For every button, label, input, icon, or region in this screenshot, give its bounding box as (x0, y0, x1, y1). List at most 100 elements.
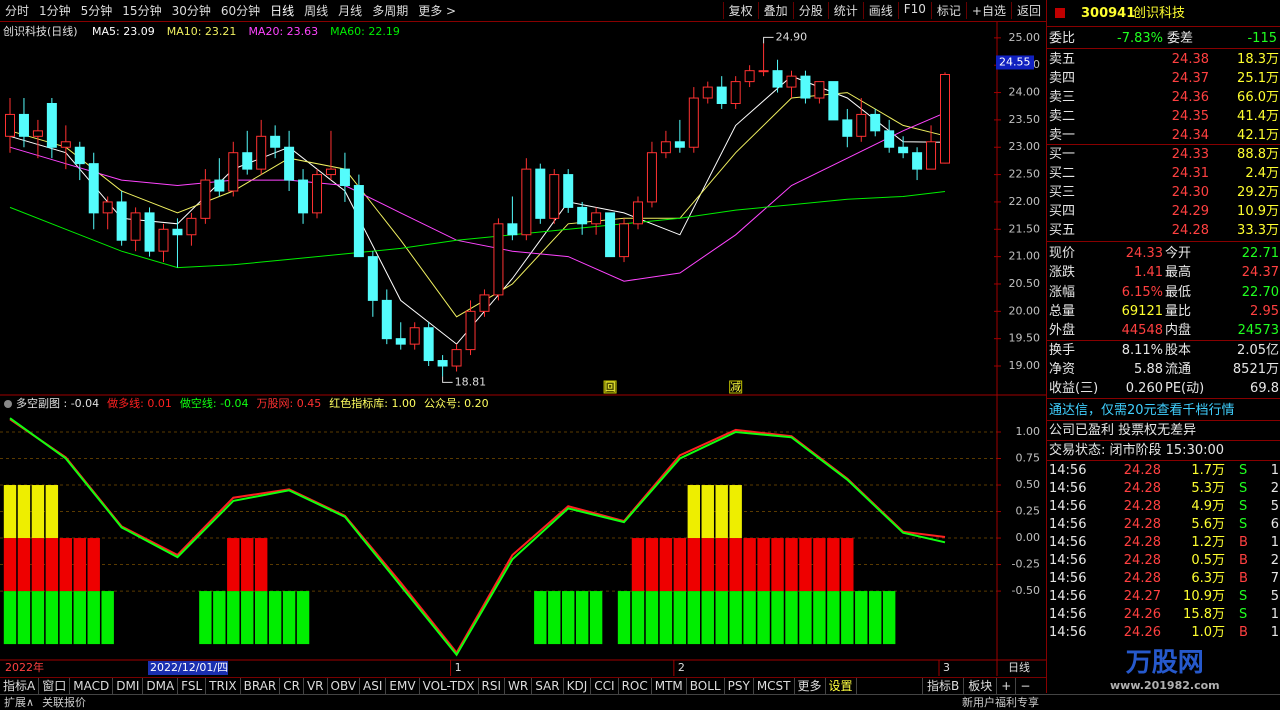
candle-body (200, 179, 211, 219)
indicator-tabs: 指标A 窗口 MACD DMI DMA FSL TRIX BRAR CR VR OBV ASI EMV V… (0, 677, 1046, 694)
indicator-tab[interactable]: + (996, 678, 1015, 694)
indicator-tab[interactable]: ASI (360, 678, 387, 694)
indicator-tab[interactable]: EMV (386, 678, 420, 694)
candle-body (507, 223, 518, 236)
signal-block (45, 591, 59, 645)
indicator-tab[interactable]: FSL (178, 678, 207, 694)
status-item[interactable]: 关联报价 (42, 696, 87, 709)
trade-volume: 6.3万 (1191, 571, 1225, 586)
indicator-tab[interactable]: BRAR (241, 678, 281, 694)
period-tab[interactable]: 分时 (5, 4, 30, 18)
indicator-tab[interactable]: CR (280, 678, 304, 694)
period-tab[interactable]: 1分钟 (39, 4, 71, 18)
candle-body (577, 206, 588, 225)
toolbar-button[interactable]: 统计 (827, 2, 863, 19)
y-tick-label: 20.50 (1009, 277, 1041, 290)
book-label: 卖四 (1049, 71, 1076, 86)
period-tab[interactable]: 月线 (338, 4, 363, 18)
annotation-arrow (763, 36, 774, 44)
toolbar-button[interactable]: 返回 (1010, 2, 1046, 19)
indicator-tab[interactable]: MTM (652, 678, 687, 694)
ratio-row: 委比 -7.83% 委差 -115 (1047, 29, 1280, 48)
indicator-tab[interactable]: OBV (328, 678, 361, 694)
status-promo[interactable]: 新用户福利专享 (962, 696, 1039, 709)
candle-body (214, 179, 225, 192)
signal-block (659, 538, 673, 592)
trade-price: 24.28 (1123, 535, 1161, 550)
stat-label: 最低 (1165, 284, 1192, 300)
quote-header: 300941 创识科技 (1047, 4, 1280, 23)
trade-volume: 5.3万 (1191, 481, 1225, 496)
period-tab[interactable]: 5分钟 (80, 4, 113, 18)
trade-volume: 0.5万 (1191, 553, 1225, 568)
toolbar-button[interactable]: +自选 (965, 2, 1011, 19)
indicator-tab[interactable]: 板块 (963, 678, 996, 694)
indicator-tab[interactable]: SAR (532, 678, 564, 694)
indicator-tab[interactable]: VR (304, 678, 328, 694)
indicator-tab[interactable]: 指标B (922, 678, 963, 694)
candle-body (186, 217, 197, 236)
book-price: 24.35 (1171, 109, 1209, 124)
book-label: 买四 (1049, 204, 1076, 219)
signal-block (45, 485, 59, 539)
trade-side: B (1239, 553, 1248, 568)
book-price: 24.34 (1171, 128, 1209, 143)
book-volume: 41.4万 (1237, 109, 1279, 124)
period-tab[interactable]: 更多 > (418, 4, 457, 18)
period-tab[interactable]: 60分钟 (220, 4, 261, 18)
indicator-tab[interactable]: DMA (143, 678, 179, 694)
indicator-tab[interactable]: TRIX (206, 678, 241, 694)
indicator-tab[interactable]: 更多 (795, 678, 826, 694)
signal-block (241, 538, 254, 592)
candle-body (46, 102, 57, 148)
toolbar-button[interactable]: 叠加 (757, 2, 793, 19)
candle-body (479, 294, 490, 312)
indicator-tab[interactable]: 设置 (826, 678, 857, 694)
indicator-tab[interactable]: MACD (70, 678, 114, 694)
trade-side: B (1239, 625, 1248, 640)
trade-count: 1 (1270, 607, 1279, 622)
value: -115 (1247, 31, 1277, 46)
candle-body (912, 152, 923, 170)
signal-block (785, 591, 798, 645)
stat-value: 2.05亿 (1237, 342, 1279, 358)
candle-body (228, 152, 239, 192)
trade-volume: 15.8万 (1183, 607, 1225, 622)
indicator-tab[interactable]: CCI (591, 678, 619, 694)
signal-block (687, 591, 701, 645)
indicator-tab[interactable]: MCST (754, 678, 795, 694)
trade-volume: 1.2万 (1191, 535, 1225, 550)
indicator-tab[interactable]: RSI (479, 678, 506, 694)
period-tab[interactable]: 15分钟 (122, 4, 162, 18)
status-item[interactable]: 扩展∧ (4, 696, 35, 709)
trade-price: 24.28 (1123, 499, 1161, 514)
signal-block (17, 538, 31, 592)
toolbar-button[interactable]: 标记 (930, 2, 966, 19)
indicator-tab[interactable]: − (1015, 678, 1034, 694)
indicator-tab[interactable]: 指标A (0, 678, 40, 694)
indicator-tab[interactable]: PSY (725, 678, 754, 694)
period-tab[interactable]: 日线 (270, 4, 295, 18)
period-tab[interactable]: 周线 (304, 4, 329, 18)
indicator-tab[interactable]: BOLL (687, 678, 725, 694)
period-tab[interactable]: 多周期 (372, 4, 409, 18)
indicator-tab[interactable]: KDJ (564, 678, 592, 694)
separator (1047, 144, 1280, 145)
toolbar-button[interactable]: F10 (897, 2, 931, 19)
indicator-tab[interactable]: ROC (619, 678, 652, 694)
indicator-tab[interactable]: WR (505, 678, 533, 694)
indicator-tab[interactable]: 窗口 (39, 678, 71, 694)
stat-value: 0.260 (1125, 381, 1163, 397)
indicator-tab[interactable]: DMI (113, 678, 144, 694)
toolbar-button[interactable]: 分股 (792, 2, 828, 19)
separator (1047, 440, 1280, 441)
trade-time: 14:56 (1049, 463, 1087, 478)
candle-body (716, 86, 727, 104)
notice[interactable]: 通达信，仅需20元查看千档行情 (1049, 403, 1235, 418)
signal-block (17, 485, 31, 539)
trade-row: 14:56 24.26 1.0万 B 1 (1047, 623, 1280, 642)
period-tab[interactable]: 30分钟 (171, 4, 211, 18)
toolbar-button[interactable]: 复权 (722, 2, 758, 19)
toolbar-button[interactable]: 画线 (862, 2, 898, 19)
indicator-tab[interactable]: VOL-TDX (420, 678, 479, 694)
